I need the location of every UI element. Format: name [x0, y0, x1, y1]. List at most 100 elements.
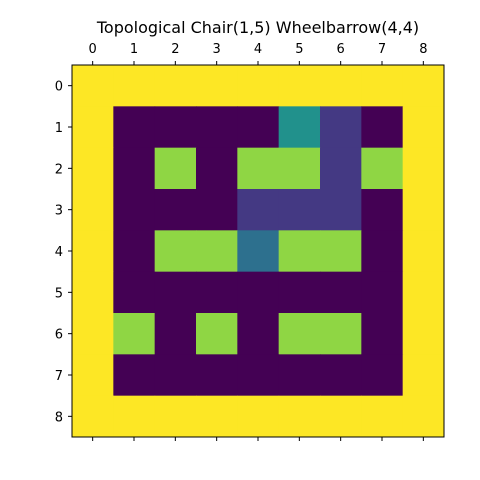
heatmap-cell-r3-c6 [320, 189, 362, 231]
heatmap-cell-r8-c5 [278, 395, 321, 438]
x-axis: 0 1 2 3 4 5 6 7 8 [89, 42, 427, 441]
heatmap-cell-r2-c2 [154, 147, 197, 190]
heatmap-cell-r1-c1 [113, 106, 156, 149]
heatmap-cell-r0-c2 [154, 65, 197, 107]
heatmap-cell-r4-c5 [278, 230, 321, 273]
x-tick-label-7: 7 [378, 42, 386, 57]
y-tick-label-8: 8 [55, 410, 63, 425]
x-tick-label-2: 2 [171, 42, 179, 57]
heatmap-cell-r3-c7 [361, 189, 404, 231]
heatmap-cell-r0-c1 [113, 65, 156, 107]
y-tick-label-1: 1 [55, 121, 63, 136]
heatmap-cell-r7-c6 [320, 354, 362, 397]
heatmap-cell-r4-c4 [237, 230, 280, 273]
heatmap-cell-r5-c7 [361, 271, 404, 314]
y-tick-label-0: 0 [55, 80, 63, 95]
x-tick-label-0: 0 [89, 42, 97, 57]
heatmap-cell-r2-c7 [361, 147, 404, 190]
heatmap-cell-r7-c7 [361, 354, 404, 397]
heatmap-cell-r7-c2 [154, 354, 197, 397]
heatmap-cell-r5-c2 [154, 271, 197, 314]
heatmap-cell-r4-c6 [320, 230, 362, 273]
heatmap-cell-r0-c8 [402, 65, 445, 107]
heatmap-cell-r8-c2 [154, 395, 197, 438]
heatmap-cell-r4-c3 [196, 230, 238, 273]
heatmap-cell-r2-c6 [320, 147, 362, 190]
heatmap-cell-r3-c0 [72, 189, 114, 231]
heatmap-cell-r2-c0 [72, 147, 114, 190]
heatmap-cell-r2-c1 [113, 147, 156, 190]
x-tick-label-1: 1 [130, 42, 138, 57]
heatmap-cell-r2-c3 [196, 147, 238, 190]
heatmap-cell-r7-c1 [113, 354, 156, 397]
heatmap-cell-r8-c3 [196, 395, 238, 438]
x-tick-label-8: 8 [419, 42, 427, 57]
y-tick-label-4: 4 [55, 245, 63, 260]
heatmap-cell-r7-c5 [278, 354, 321, 397]
heatmap-cell-r3-c4 [237, 189, 280, 231]
heatmap-cell-r3-c2 [154, 189, 197, 231]
heatmap-cell-r1-c8 [402, 106, 445, 149]
y-tick-label-6: 6 [55, 328, 63, 343]
heatmap-cell-r4-c8 [402, 230, 445, 273]
x-tick-label-4: 4 [254, 42, 262, 57]
heatmap-cell-r3-c8 [402, 189, 445, 231]
heatmap-cell-r8-c8 [402, 395, 445, 438]
heatmap-cell-r0-c4 [237, 65, 280, 107]
y-tick-label-5: 5 [55, 286, 63, 301]
heatmap-cell-r6-c6 [320, 313, 362, 355]
heatmap-cell-r8-c4 [237, 395, 280, 438]
heatmap-cell-r6-c5 [278, 313, 321, 355]
heatmap-cell-r7-c8 [402, 354, 445, 397]
x-tick-label-3: 3 [213, 42, 221, 57]
heatmap-cell-r1-c2 [154, 106, 197, 149]
heatmap-cell-r6-c8 [402, 313, 445, 355]
heatmap-cell-r3-c5 [278, 189, 321, 231]
heatmap-cell-r0-c0 [72, 65, 114, 107]
chart-title: Topological Chair(1,5) Wheelbarrow(4,4) [96, 18, 419, 37]
heatmap-cell-r4-c7 [361, 230, 404, 273]
heatmap-cell-r5-c1 [113, 271, 156, 314]
heatmap-cell-r0-c7 [361, 65, 404, 107]
heatmap-cell-r6-c2 [154, 313, 197, 355]
y-tick-label-2: 2 [55, 162, 63, 177]
y-axis: 0 1 2 3 4 5 6 7 8 [55, 80, 72, 425]
heatmap-cell-r3-c1 [113, 189, 156, 231]
heatmap-cell-r1-c0 [72, 106, 114, 149]
heatmap-cell-r8-c1 [113, 395, 156, 438]
heatmap-cell-r3-c3 [196, 189, 238, 231]
heatmap-cell-r5-c8 [402, 271, 445, 314]
heatmap-cell-r6-c7 [361, 313, 404, 355]
heatmap-cell-r8-c7 [361, 395, 404, 438]
heatmap-cell-r0-c6 [320, 65, 362, 107]
heatmap-cell-r6-c1 [113, 313, 156, 355]
x-tick-label-6: 6 [337, 42, 345, 57]
heatmap-cell-r7-c0 [72, 354, 114, 397]
heatmap-cell-r2-c8 [402, 147, 445, 190]
heatmap-cell-r5-c6 [320, 271, 362, 314]
heatmap-cell-r6-c0 [72, 313, 114, 355]
heatmap-cell-r0-c3 [196, 65, 238, 107]
heatmap-cell-r2-c4 [237, 147, 280, 190]
heatmap-cell-r5-c5 [278, 271, 321, 314]
heatmap-cell-r5-c0 [72, 271, 114, 314]
x-tick-label-5: 5 [295, 42, 303, 57]
heatmap-cell-r0-c5 [278, 65, 321, 107]
heatmap-cells [72, 65, 445, 438]
heatmap-cell-r1-c5 [278, 106, 321, 149]
y-tick-label-3: 3 [55, 204, 63, 219]
heatmap-cell-r5-c3 [196, 271, 238, 314]
heatmap-cell-r8-c0 [72, 395, 114, 438]
heatmap-cell-r6-c3 [196, 313, 238, 355]
heatmap-cell-r1-c3 [196, 106, 238, 149]
heatmap-cell-r7-c4 [237, 354, 280, 397]
heatmap-cell-r6-c4 [237, 313, 280, 355]
heatmap-cell-r1-c4 [237, 106, 280, 149]
heatmap-cell-r2-c5 [278, 147, 321, 190]
heatmap-cell-r7-c3 [196, 354, 238, 397]
heatmap-cell-r4-c0 [72, 230, 114, 273]
heatmap-cell-r1-c7 [361, 106, 404, 149]
y-tick-label-7: 7 [55, 369, 63, 384]
heatmap-cell-r4-c2 [154, 230, 197, 273]
